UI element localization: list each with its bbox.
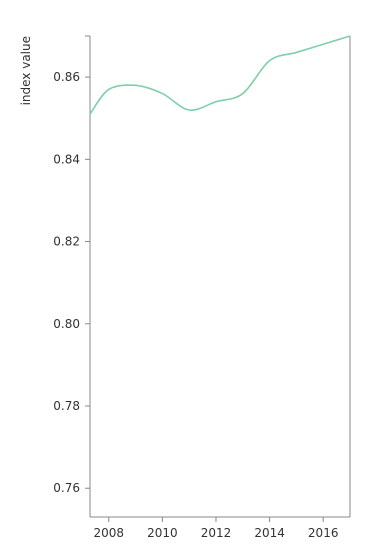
- x-axis: 2008 2010 2012 2014 2016: [93, 517, 338, 540]
- x-tick-label: 2012: [201, 526, 232, 540]
- y-tick-label: 0.84: [53, 152, 80, 166]
- y-tick-label: 0.76: [53, 481, 80, 495]
- series-layer: [89, 35, 351, 115]
- x-tick-label: 2010: [147, 526, 178, 540]
- y-tick-label: 0.80: [53, 317, 80, 331]
- y-axis: 0.76 0.78 0.80 0.82 0.84 0.86: [53, 35, 90, 495]
- y-tick-label: 0.82: [53, 235, 80, 249]
- y-axis-title: index value: [19, 36, 33, 105]
- series-line: [89, 35, 351, 115]
- x-tick-label: 2014: [254, 526, 285, 540]
- x-tick-label: 2016: [308, 526, 339, 540]
- y-tick-label: 0.86: [53, 70, 80, 84]
- plot-frame: [89, 36, 351, 518]
- y-tick-label: 0.78: [53, 399, 80, 413]
- x-tick-label: 2008: [93, 526, 124, 540]
